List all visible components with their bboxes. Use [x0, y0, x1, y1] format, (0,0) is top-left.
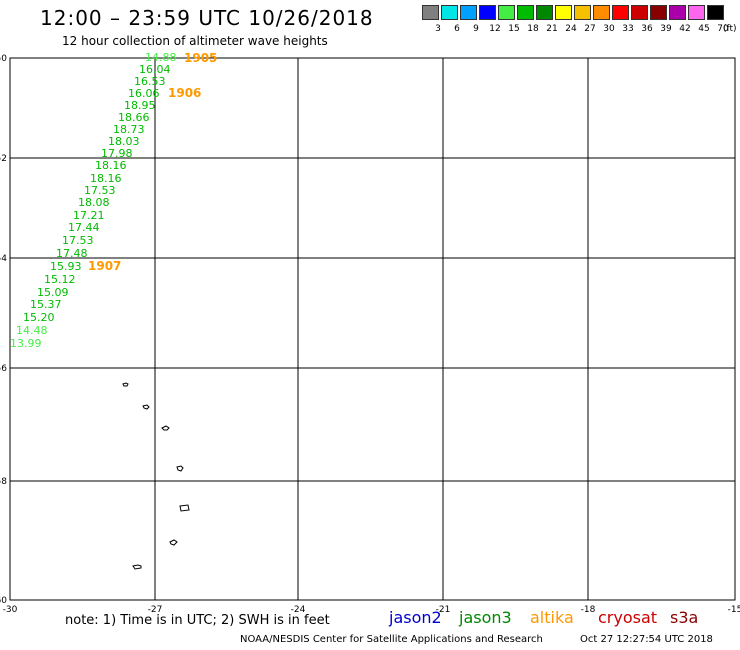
legend-label: 3: [435, 24, 441, 34]
island-outline: [132, 564, 142, 570]
legend-label: 12: [489, 24, 501, 34]
swh-observation-label: 15.20: [23, 311, 55, 324]
island-outline: [142, 404, 150, 410]
latitude-tick-label: -58: [0, 477, 7, 487]
legend-swatch: [707, 5, 724, 20]
longitude-tick-label: -24: [291, 605, 306, 615]
legend-label: 45: [698, 24, 710, 34]
map-border: [9, 57, 736, 601]
legend-label: 27: [584, 24, 596, 34]
longitude-tick-label: -30: [3, 605, 18, 615]
legend-unit: (ft): [723, 24, 737, 34]
legend-swatch: [574, 5, 591, 20]
pass-time-label: 1905: [184, 51, 217, 65]
island-outline: [161, 425, 170, 431]
legend-label: 9: [473, 24, 479, 34]
satellite-legend-cryosat: cryosat: [598, 608, 658, 627]
latitude-tick-label: -56: [0, 364, 7, 374]
swh-observation-label: 16.04: [139, 63, 171, 76]
observation-labels: 14.8816.0416.5316.0618.9518.6618.7318.03…: [10, 51, 217, 350]
swh-observation-label: 17.44: [68, 221, 100, 234]
footnote: note: 1) Time is in UTC; 2) SWH is in fe…: [65, 613, 330, 628]
legend-label: 30: [603, 24, 615, 34]
satellite-legend-altika: altika: [530, 608, 574, 627]
swh-observation-label: 18.03: [108, 135, 140, 148]
legend-label: 70: [717, 24, 729, 34]
legend-swatch: [612, 5, 629, 20]
swh-observation-label: 15.93: [50, 260, 82, 273]
legend-label: 6: [454, 24, 460, 34]
swh-observation-label: 17.48: [56, 247, 88, 260]
map-frame: -50 -52 -54 -56 -58 -60-30 -27 -24 -21 -18 -15: [0, 54, 740, 615]
credit-line: NOAA/NESDIS Center for Satellite Applica…: [240, 634, 543, 645]
swh-observation-label: 14.48: [16, 324, 48, 337]
satellite-legend-s3a: s3a: [670, 608, 699, 627]
legend-label: 18: [527, 24, 539, 34]
swh-observation-label: 14.88: [145, 51, 177, 64]
generated-timestamp: Oct 27 12:27:54 UTC 2018: [580, 634, 713, 645]
swh-observation-label: 16.53: [134, 75, 166, 88]
satellite-legend-jason2: jason2: [389, 608, 442, 627]
swh-observation-label: 16.06: [128, 87, 160, 100]
swh-observation-label: 15.37: [30, 298, 62, 311]
longitude-tick-label: -15: [728, 605, 740, 615]
legend-swatch: [517, 5, 534, 20]
legend-label: 42: [679, 24, 691, 34]
longitude-tick-label: -27: [148, 605, 163, 615]
swh-observation-label: 18.95: [124, 99, 156, 112]
satellite-legend-jason3: jason3: [459, 608, 512, 627]
longitude-tick-label: -21: [436, 605, 451, 615]
legend-label: 15: [508, 24, 520, 34]
legend-label: 24: [565, 24, 577, 34]
swh-observation-label: 18.16: [90, 172, 122, 185]
legend-swatch: [479, 5, 496, 20]
legend-label: 21: [546, 24, 558, 34]
legend-swatch: [669, 5, 686, 20]
map-title: 12:00 – 23:59 UTC 10/26/2018: [40, 6, 374, 30]
island-outline: [179, 504, 190, 512]
latitude-tick-label: -60: [0, 596, 7, 606]
swh-observation-label: 18.08: [78, 196, 110, 209]
swh-observation-label: 15.09: [37, 286, 69, 299]
legend-label: 33: [622, 24, 634, 34]
island-outline: [122, 382, 129, 387]
legend-swatch: [688, 5, 705, 20]
swh-observation-label: 17.53: [84, 184, 116, 197]
legend-swatch: [536, 5, 553, 20]
map-subtitle: 12 hour collection of altimeter wave hei…: [62, 34, 328, 48]
legend-swatch: [593, 5, 610, 20]
swh-observation-label: 17.98: [101, 147, 133, 160]
swh-observation-label: 17.53: [62, 234, 94, 247]
legend-label: 36: [641, 24, 653, 34]
legend-swatch: [498, 5, 515, 20]
legend-swatch: [650, 5, 667, 20]
island-outline: [169, 539, 178, 546]
pass-time-label: 1907: [88, 259, 121, 273]
island-outlines: [122, 382, 190, 570]
swh-observation-label: 17.21: [73, 209, 105, 222]
island-outline: [176, 465, 184, 472]
swh-observation-label: 18.66: [118, 111, 150, 124]
swh-observation-label: 18.73: [113, 123, 145, 136]
legend-swatch: [555, 5, 572, 20]
legend-swatch: [422, 5, 439, 20]
legend-swatch: [631, 5, 648, 20]
longitude-tick-label: -18: [581, 605, 596, 615]
swh-observation-label: 15.12: [44, 273, 76, 286]
latitude-tick-label: -54: [0, 254, 7, 264]
legend-swatch: [460, 5, 477, 20]
pass-time-label: 1906: [168, 86, 201, 100]
swh-observation-label: 13.99: [10, 337, 42, 350]
legend-swatch: [441, 5, 458, 20]
latitude-tick-label: -52: [0, 154, 7, 164]
legend-label: 39: [660, 24, 672, 34]
latitude-tick-label: -50: [0, 54, 7, 64]
swh-observation-label: 18.16: [95, 159, 127, 172]
